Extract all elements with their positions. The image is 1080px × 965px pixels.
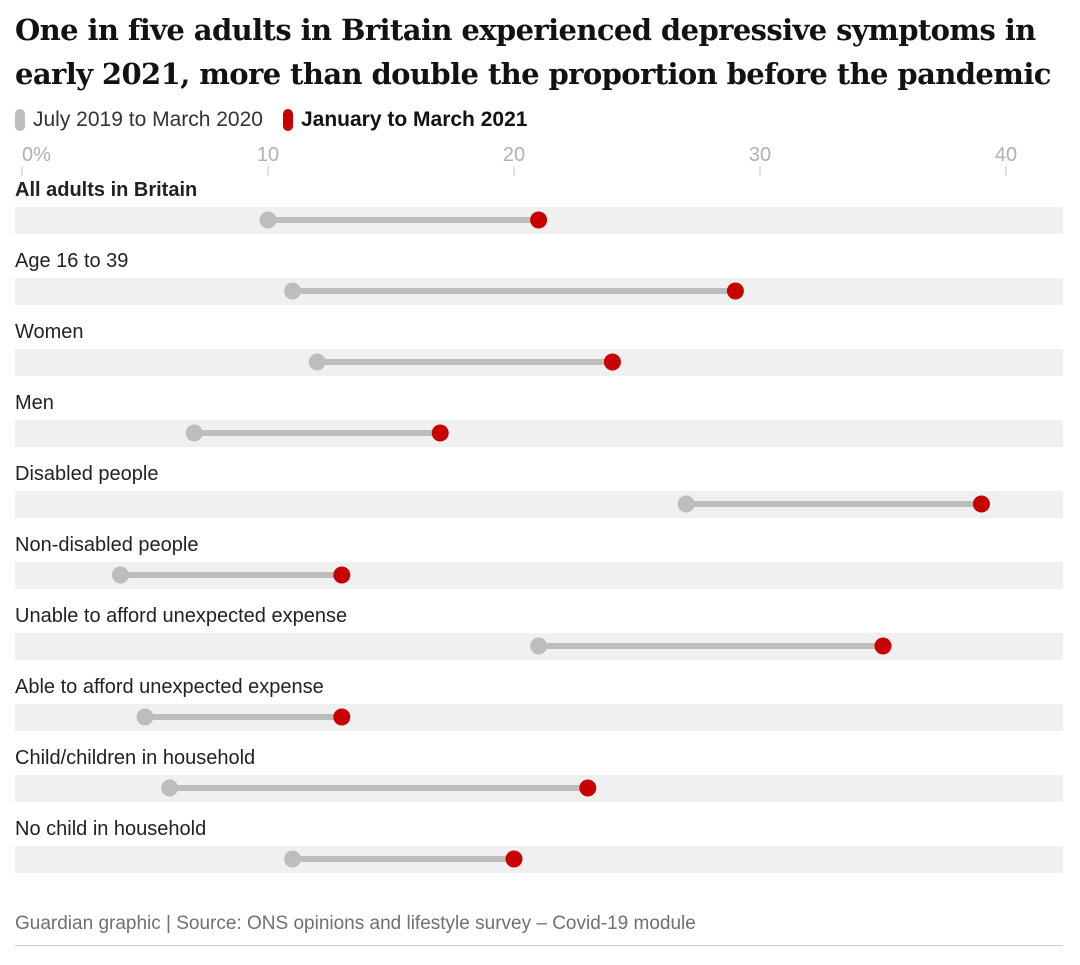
legend-label-before: July 2019 to March 2020	[33, 108, 263, 131]
category-label: Women	[15, 321, 84, 343]
point-before	[530, 637, 548, 655]
point-before	[111, 566, 129, 584]
legend-swatch-before	[15, 109, 25, 131]
point-after	[333, 708, 351, 726]
category-label: Able to afford unexpected expense	[15, 676, 324, 698]
category-label: Unable to afford unexpected expense	[15, 605, 347, 627]
legend-item-after: January to March 2021	[282, 108, 528, 132]
row-band	[15, 846, 1063, 873]
category-label: Men	[15, 392, 54, 414]
row-band	[15, 420, 1063, 447]
x-tick-label: 20	[503, 144, 525, 166]
x-tick-label: 30	[749, 144, 771, 166]
point-after	[505, 850, 523, 868]
point-after	[579, 779, 597, 797]
category-label: Age 16 to 39	[15, 250, 128, 272]
legend-swatch-after	[282, 109, 293, 131]
legend: July 2019 to March 2020 January to March…	[15, 106, 547, 134]
x-tick-label: 0%	[22, 144, 51, 166]
footer-divider	[15, 945, 1063, 946]
category-label: Non-disabled people	[15, 534, 198, 556]
point-before	[677, 495, 695, 513]
point-after	[431, 424, 449, 442]
legend-label-after: January to March 2021	[300, 108, 528, 131]
point-after	[874, 637, 892, 655]
point-before	[284, 282, 302, 300]
category-label: Child/children in household	[15, 747, 255, 769]
point-before	[161, 779, 179, 797]
category-label: No child in household	[15, 818, 206, 840]
point-after	[530, 211, 548, 229]
dumbbell-chart: 0% 10 20 30 40 All adults in Britain Age 16 to…	[15, 144, 1063, 873]
chart-title: One in five adults in Britain experience…	[15, 13, 1051, 91]
point-after	[333, 566, 351, 584]
point-before	[284, 850, 302, 868]
x-tick-label: 10	[257, 144, 279, 166]
point-after	[726, 282, 744, 300]
legend-item-before: July 2019 to March 2020	[15, 108, 263, 132]
point-before	[308, 353, 326, 371]
point-before	[136, 708, 154, 726]
category-label: Disabled people	[15, 463, 158, 485]
point-after	[972, 495, 990, 513]
source-note: Guardian graphic | Source: ONS opinions …	[15, 913, 696, 934]
point-after	[603, 353, 621, 371]
point-before	[185, 424, 203, 442]
category-label: All adults in Britain	[15, 179, 197, 201]
point-before	[259, 211, 277, 229]
x-tick-label: 40	[995, 144, 1017, 166]
